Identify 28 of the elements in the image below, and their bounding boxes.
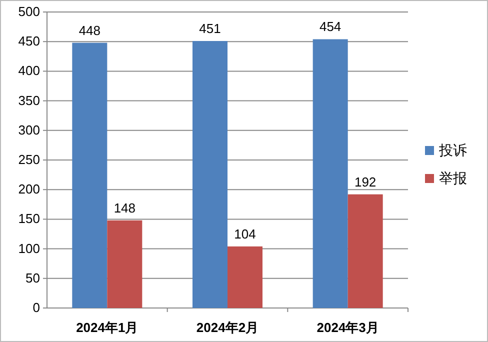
data-label: 104 <box>234 226 256 242</box>
bar <box>107 220 142 308</box>
y-tick-label: 50 <box>26 270 40 286</box>
legend-label: 举报 <box>439 170 467 186</box>
y-tick-label: 300 <box>18 122 40 138</box>
y-tick-label: 250 <box>18 152 40 167</box>
y-tick-label: 400 <box>18 63 40 78</box>
y-tick-label: 500 <box>18 4 40 19</box>
data-label: 451 <box>199 21 221 36</box>
data-label: 148 <box>114 200 136 216</box>
x-tick-label: 2024年1月 <box>76 320 138 335</box>
y-tick-label: 450 <box>18 34 40 49</box>
y-tick-label: 350 <box>18 92 40 108</box>
x-tick-label: 2024年3月 <box>316 320 379 335</box>
data-label: 448 <box>78 22 101 38</box>
bar <box>192 41 228 308</box>
y-tick-label: 200 <box>18 182 40 197</box>
x-tick-label: 2024年2月 <box>196 320 259 335</box>
bar <box>72 42 108 308</box>
y-tick-label: 0 <box>32 300 40 315</box>
bar <box>348 194 383 308</box>
data-label: 192 <box>354 174 376 190</box>
y-tick-label: 150 <box>18 211 40 226</box>
bar <box>228 246 262 308</box>
data-label: 454 <box>319 19 342 34</box>
legend-label: 投诉 <box>438 142 467 158</box>
bar <box>312 39 348 308</box>
y-tick-label: 100 <box>18 240 40 256</box>
